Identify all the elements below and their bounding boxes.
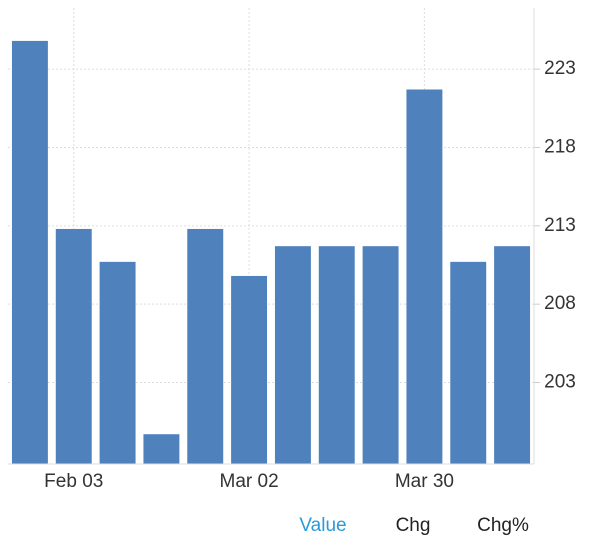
bar bbox=[362, 246, 399, 464]
y-tick-label: 208 bbox=[544, 293, 576, 314]
x-tick-label: Mar 30 bbox=[395, 471, 454, 492]
toggle-button[interactable]: Chg% bbox=[477, 515, 529, 536]
bar bbox=[494, 246, 531, 464]
bar bbox=[450, 261, 487, 464]
bar bbox=[406, 89, 443, 465]
y-tick-label: 218 bbox=[544, 136, 576, 157]
bar bbox=[231, 275, 268, 464]
y-tick-label: 213 bbox=[544, 215, 576, 236]
x-tick-label: Feb 03 bbox=[44, 471, 103, 492]
toggle-button[interactable]: Chg bbox=[396, 515, 431, 536]
y-tick-label: 223 bbox=[544, 58, 576, 79]
y-tick-label: 203 bbox=[544, 372, 576, 393]
bar bbox=[99, 261, 136, 464]
bar bbox=[55, 228, 92, 464]
bar bbox=[318, 246, 355, 464]
bar bbox=[11, 40, 48, 464]
bar bbox=[274, 246, 311, 464]
bar bbox=[187, 228, 224, 464]
x-tick-label: Mar 02 bbox=[220, 471, 279, 492]
toggle-button[interactable]: Value bbox=[299, 515, 346, 536]
bar bbox=[143, 434, 180, 464]
